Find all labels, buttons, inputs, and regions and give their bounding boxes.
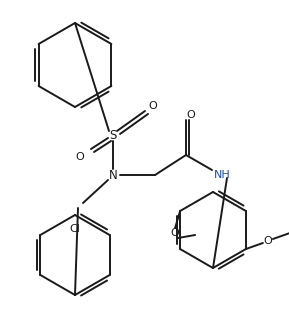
Text: O: O [171,228,179,238]
Text: Cl: Cl [70,224,80,234]
Text: O: O [187,110,195,120]
Text: O: O [149,101,158,111]
Text: NH: NH [214,170,230,180]
Text: S: S [109,129,117,142]
Text: N: N [109,168,117,181]
Text: O: O [76,152,84,162]
Text: O: O [264,236,272,246]
